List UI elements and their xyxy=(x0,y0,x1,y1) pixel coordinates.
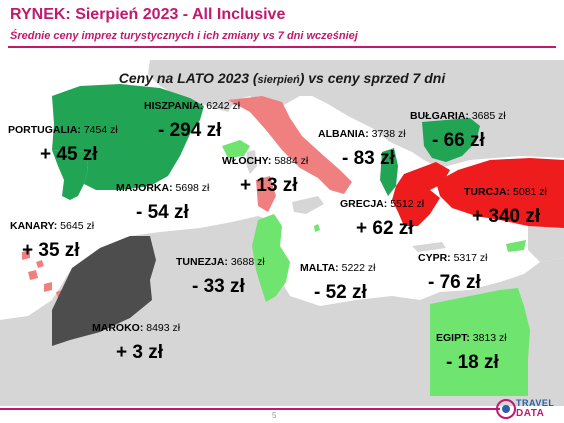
map-svg xyxy=(0,60,564,406)
malta-change: - 52 zł xyxy=(314,282,367,303)
portugal-change: + 45 zł xyxy=(40,144,98,165)
tunisia-shape xyxy=(252,214,290,302)
map-heading-end: ) vs ceny sprzed 7 dni xyxy=(299,70,446,86)
cyprus-shape xyxy=(506,240,526,252)
egypt-change: - 18 zł xyxy=(446,352,499,373)
footer-divider xyxy=(0,408,500,410)
label-morocco: MAROKO: 8493 zł xyxy=(92,322,180,334)
greece-price: 5512 zł xyxy=(390,198,425,210)
malta-shape xyxy=(314,224,320,232)
greece-name: GRECJA: xyxy=(340,198,388,210)
malta-name: MALTA: xyxy=(300,262,339,274)
corsica-land xyxy=(246,150,257,174)
label-canary: KANARY: 5645 zł xyxy=(10,220,94,232)
malta-price: 5222 zł xyxy=(341,262,376,274)
label-greece: GRECJA: 5512 zł xyxy=(340,198,424,210)
italy-name: WŁOCHY: xyxy=(222,155,272,167)
spain-shape xyxy=(52,84,204,190)
mallorca-price: 5698 zł xyxy=(175,182,210,194)
bulgaria-price: 3685 zł xyxy=(471,110,506,122)
mallorca-name: MAJORKA: xyxy=(116,182,173,194)
label-cyprus: CYPR: 5317 zł xyxy=(418,252,487,264)
mediterranean-map xyxy=(0,60,564,406)
label-portugal: PORTUGALIA: 7454 zł xyxy=(8,124,118,136)
italy-shape xyxy=(228,96,352,194)
morocco-shape xyxy=(52,236,156,346)
spain-price: 6242 zł xyxy=(206,100,241,112)
greece-change: + 62 zł xyxy=(356,218,414,239)
logo-ring-icon xyxy=(496,399,516,419)
sicily-land xyxy=(292,196,324,214)
albania-change: - 83 zł xyxy=(342,148,395,169)
bulgaria-change: - 66 zł xyxy=(432,130,485,151)
bulgaria-name: BUŁGARIA: xyxy=(410,110,469,122)
cyprus-name: CYPR: xyxy=(418,252,451,264)
label-tunisia: TUNEZJA: 3688 zł xyxy=(176,256,265,268)
tunisia-change: - 33 zł xyxy=(192,276,245,297)
map-heading-month: sierpień xyxy=(257,74,300,86)
label-bulgaria: BUŁGARIA: 3685 zł xyxy=(410,110,506,122)
central-europe-land xyxy=(300,60,564,168)
spain-name: HISZPANIA: xyxy=(144,100,204,112)
label-spain: HISZPANIA: 6242 zł xyxy=(144,100,240,112)
page-number: 5 xyxy=(272,411,277,420)
turkey-shape xyxy=(436,158,564,228)
mallorca-shape xyxy=(222,140,250,158)
morocco-name: MAROKO: xyxy=(92,322,144,334)
canary-islands-shape xyxy=(22,250,64,298)
map-heading: Ceny na LATO 2023 (sierpień) vs ceny spr… xyxy=(0,70,564,86)
portugal-price: 7454 zł xyxy=(83,124,118,136)
label-malta: MALTA: 5222 zł xyxy=(300,262,375,274)
italy-price: 5884 zł xyxy=(274,155,309,167)
middle-east-land xyxy=(528,220,564,262)
map-heading-main: Ceny na LATO 2023 ( xyxy=(118,70,258,86)
portugal-shape xyxy=(52,150,88,200)
morocco-price: 8493 zł xyxy=(146,322,181,334)
morocco-change: + 3 zł xyxy=(116,342,163,363)
albania-price: 3738 zł xyxy=(371,128,406,140)
cyprus-price: 5317 zł xyxy=(453,252,488,264)
label-turkey: TURCJA: 5081 zł xyxy=(464,186,547,198)
albania-name: ALBANIA: xyxy=(318,128,369,140)
sardinia-shape xyxy=(256,176,276,212)
turkey-change: + 340 zł xyxy=(472,206,541,227)
header-divider xyxy=(8,46,556,48)
logo-text-line1: TRAVEL xyxy=(516,398,555,408)
bulgaria-shape xyxy=(422,118,480,162)
label-albania: ALBANIA: 3738 zł xyxy=(318,128,406,140)
logo-text-line2: DATA xyxy=(516,408,545,419)
label-mallorca: MAJORKA: 5698 zł xyxy=(116,182,209,194)
albania-shape xyxy=(380,148,398,196)
greece-shape xyxy=(392,162,450,226)
turkey-name: TURCJA: xyxy=(464,186,511,198)
label-italy: WŁOCHY: 5884 zł xyxy=(222,155,308,167)
cyprus-change: - 76 zł xyxy=(428,272,481,293)
travel-data-logo: TRAVEL DATA xyxy=(496,398,562,422)
mallorca-change: - 54 zł xyxy=(136,202,189,223)
italy-change: + 13 zł xyxy=(240,175,298,196)
egypt-shape xyxy=(430,288,530,396)
canary-change: + 35 zł xyxy=(22,240,80,261)
tunisia-name: TUNEZJA: xyxy=(176,256,228,268)
egypt-name: EGIPT: xyxy=(436,332,470,344)
slide-title: RYNEK: Sierpień 2023 - All Inclusive xyxy=(10,6,286,23)
canary-price: 5645 zł xyxy=(60,220,95,232)
spain-change: - 294 zł xyxy=(158,120,222,141)
label-egypt: EGIPT: 3813 zł xyxy=(436,332,507,344)
canary-name: KANARY: xyxy=(10,220,58,232)
egypt-price: 3813 zł xyxy=(472,332,507,344)
turkey-price: 5081 zł xyxy=(513,186,547,198)
slide-subtitle: Średnie ceny imprez turystycznych i ich … xyxy=(10,30,358,42)
crete-land xyxy=(412,242,446,252)
tunisia-price: 3688 zł xyxy=(230,256,265,268)
portugal-name: PORTUGALIA: xyxy=(8,124,81,136)
